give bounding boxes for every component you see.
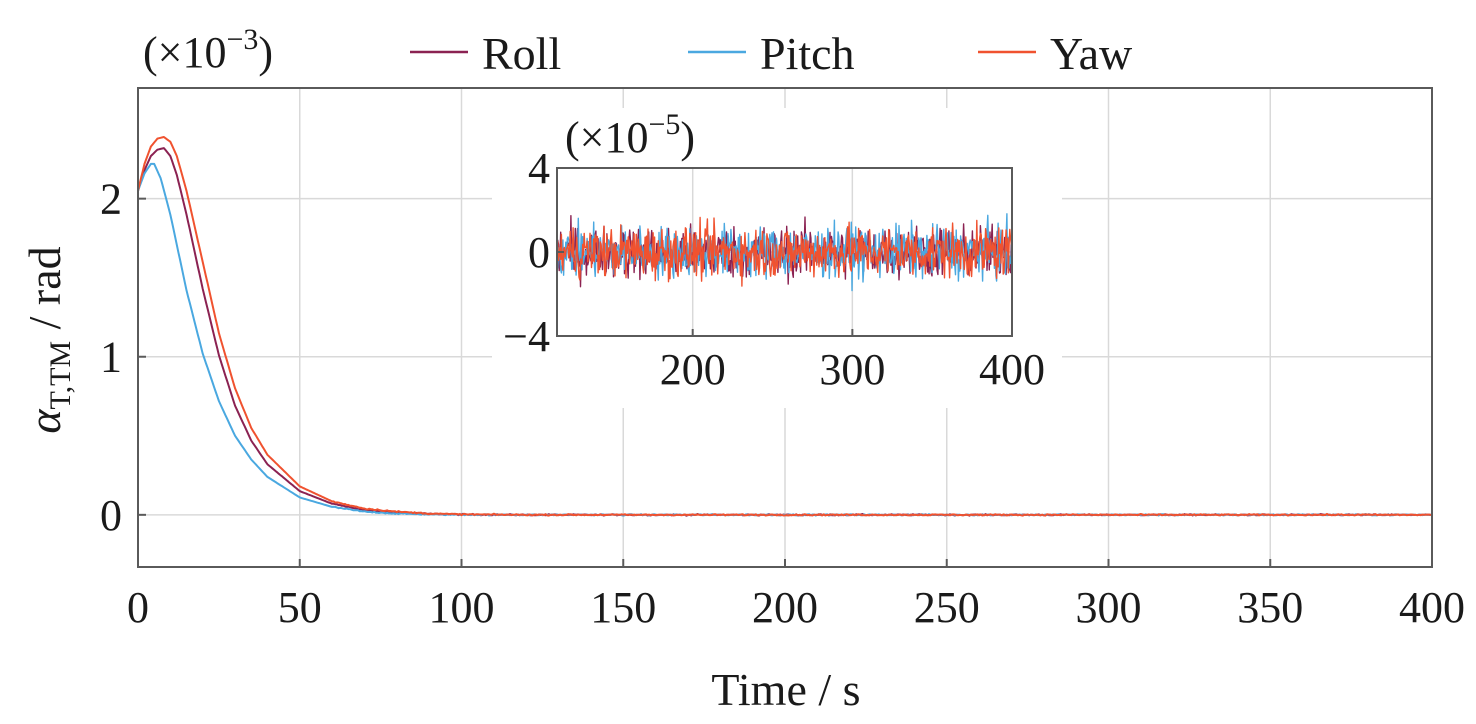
x-tick-label: 50 — [278, 583, 322, 632]
y-multiplier-label: (×10−3) — [143, 23, 273, 77]
inset-x-tick-label: 200 — [660, 345, 726, 394]
inset-y-tick-label: 4 — [528, 144, 550, 193]
x-tick-label: 150 — [590, 583, 656, 632]
x-tick-label: 300 — [1076, 583, 1142, 632]
y-axis-subscript: T,TM — [44, 341, 77, 410]
inset-series-group — [556, 213, 1013, 292]
main-series-group — [137, 136, 1433, 517]
y-tick-label: 2 — [100, 175, 122, 224]
x-axis-label: Time / s — [711, 664, 860, 715]
inset-multiplier-exponent: −5 — [648, 108, 680, 141]
y-tick-label: 0 — [100, 491, 122, 540]
y-axis-symbol: α — [19, 409, 70, 434]
legend: Roll Pitch Yaw — [410, 28, 1133, 79]
inset-y-ticks: −4 0 4 — [503, 144, 564, 361]
legend-label-pitch: Pitch — [760, 28, 855, 79]
y-axis-label: αT,TM / rad — [19, 246, 77, 433]
inset-y-tick-label: −4 — [503, 312, 550, 361]
main-y-ticks: 0 1 2 — [100, 175, 146, 540]
inset-multiplier-prefix: (×10 — [565, 113, 648, 162]
y-tick-label: 1 — [100, 333, 122, 382]
x-tick-label: 100 — [429, 583, 495, 632]
x-tick-label: 350 — [1237, 583, 1303, 632]
y-multiplier-prefix: (×10 — [143, 28, 226, 77]
x-tick-label: 0 — [127, 583, 149, 632]
inset-x-ticks: 200 300 400 — [660, 329, 1045, 394]
x-tick-label: 200 — [752, 583, 818, 632]
inset-x-tick-label: 300 — [819, 345, 885, 394]
legend-label-roll: Roll — [482, 28, 561, 79]
y-multiplier-exponent: −3 — [226, 23, 258, 56]
x-tick-label: 250 — [914, 583, 980, 632]
y-axis-unit: / rad — [19, 246, 70, 341]
inset-series-line-yaw — [556, 216, 1013, 287]
inset-multiplier-close: ) — [680, 113, 695, 162]
inset-multiplier-label: (×10−5) — [565, 108, 695, 162]
inset-y-tick-label: 0 — [528, 228, 550, 277]
main-x-ticks: 0 50 100 150 200 250 300 350 400 — [127, 559, 1465, 632]
series-line-yaw — [137, 136, 1433, 517]
inset-x-tick-label: 400 — [979, 345, 1045, 394]
y-multiplier-close: ) — [258, 28, 273, 77]
x-tick-label: 400 — [1399, 583, 1465, 632]
legend-label-yaw: Yaw — [1050, 28, 1133, 79]
